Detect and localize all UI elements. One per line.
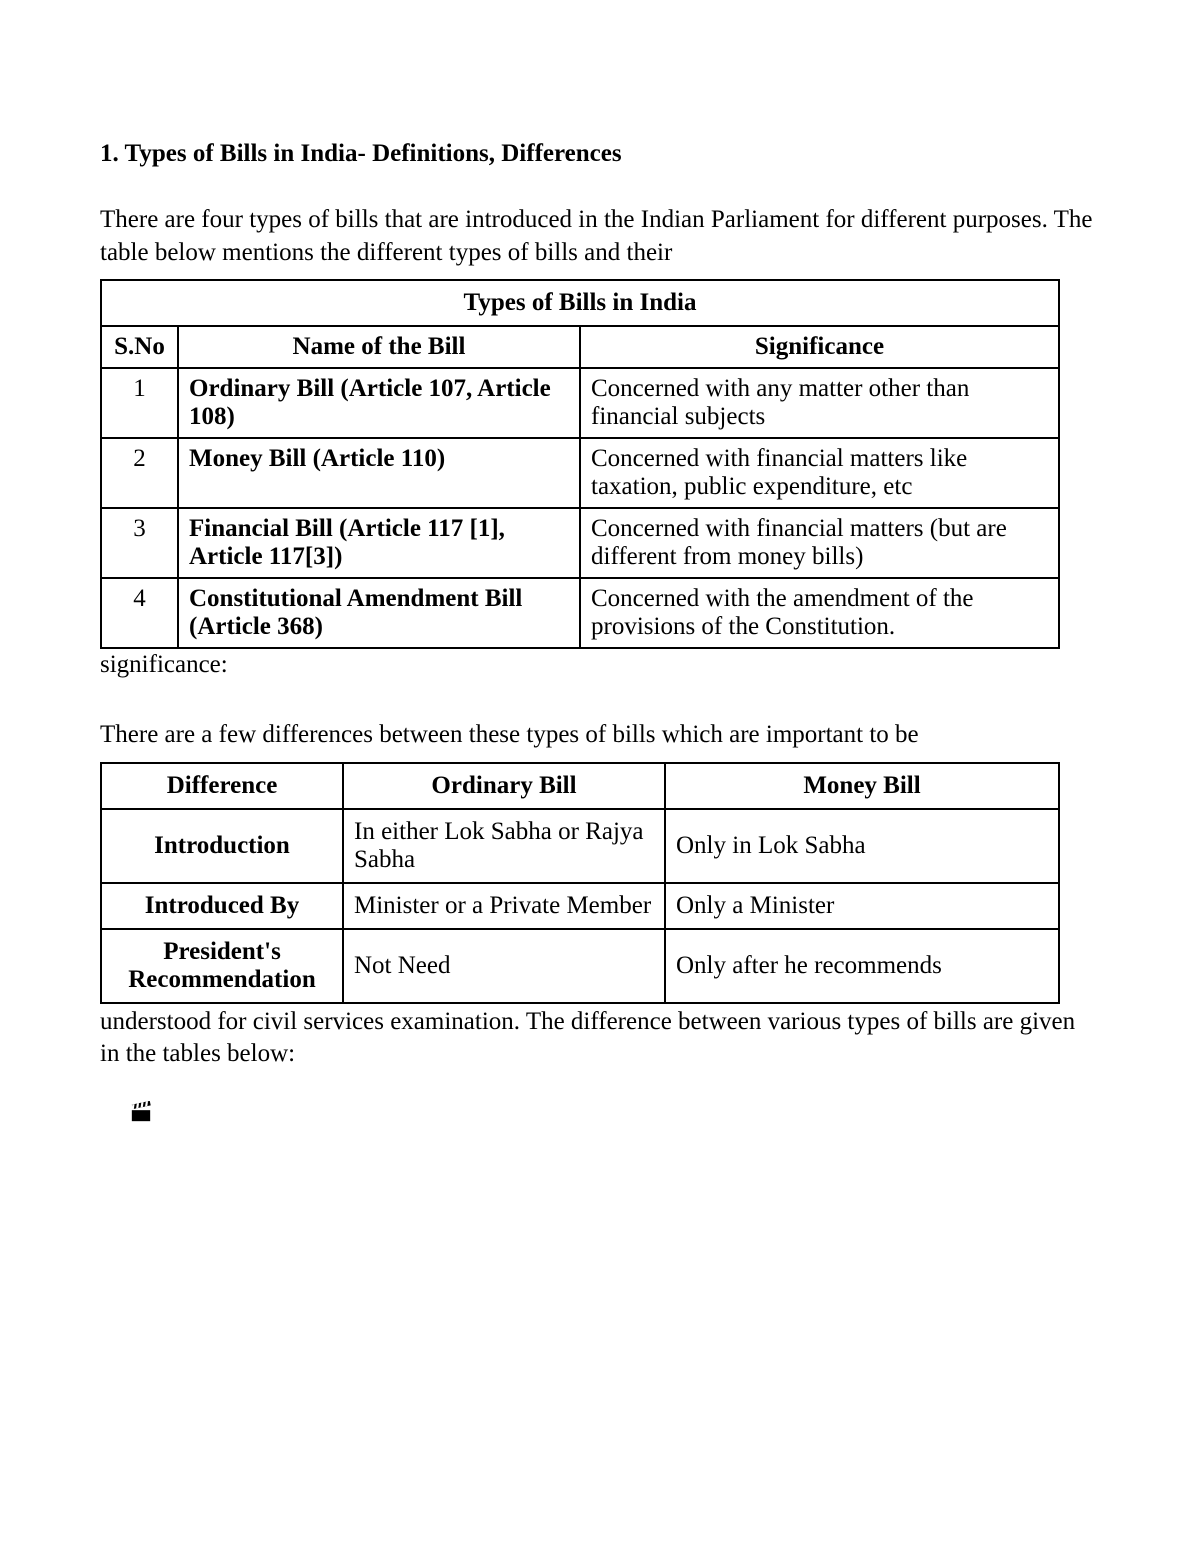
- trailing-paragraph: understood for civil services examinatio…: [100, 1006, 1100, 1071]
- col-header-difference: Difference: [101, 763, 343, 809]
- cell-name: Financial Bill (Article 117 [1], Article…: [178, 508, 580, 578]
- spacer: [100, 679, 1100, 719]
- table-row: Introduction In either Lok Sabha or Rajy…: [101, 809, 1059, 883]
- cell-significance: Concerned with financial matters (but ar…: [580, 508, 1059, 578]
- col-header-sno: S.No: [101, 326, 178, 368]
- cell-sno: 2: [101, 438, 178, 508]
- cell-sno: 4: [101, 578, 178, 648]
- cell-name: Constitutional Amendment Bill (Article 3…: [178, 578, 580, 648]
- cell-difference-label: Introduction: [101, 809, 343, 883]
- table-caption-row: Types of Bills in India: [101, 280, 1059, 326]
- table-row: 2 Money Bill (Article 110) Concerned wit…: [101, 438, 1059, 508]
- cell-significance: Concerned with any matter other than fin…: [580, 368, 1059, 438]
- cell-significance: Concerned with the amendment of the prov…: [580, 578, 1059, 648]
- col-header-ordinary: Ordinary Bill: [343, 763, 665, 809]
- intro-paragraph: There are four types of bills that are i…: [100, 204, 1100, 269]
- trailing-word-significance: significance:: [100, 651, 1100, 679]
- col-header-significance: Significance: [580, 326, 1059, 368]
- table-row: 3 Financial Bill (Article 117 [1], Artic…: [101, 508, 1059, 578]
- document-page: 1. Types of Bills in India- Definitions,…: [0, 0, 1200, 1553]
- col-header-money: Money Bill: [665, 763, 1059, 809]
- cell-significance: Concerned with financial matters like ta…: [580, 438, 1059, 508]
- cell-money: Only in Lok Sabha: [665, 809, 1059, 883]
- bills-types-table: Types of Bills in India S.No Name of the…: [100, 279, 1060, 649]
- clapperboard-icon: [130, 1101, 1100, 1128]
- cell-money: Only after he recommends: [665, 929, 1059, 1003]
- table-header-row: S.No Name of the Bill Significance: [101, 326, 1059, 368]
- cell-name: Money Bill (Article 110): [178, 438, 580, 508]
- section-heading: 1. Types of Bills in India- Definitions,…: [100, 140, 1100, 168]
- table-row: Introduced By Minister or a Private Memb…: [101, 883, 1059, 929]
- bills-difference-table: Difference Ordinary Bill Money Bill Intr…: [100, 762, 1060, 1004]
- cell-ordinary: Not Need: [343, 929, 665, 1003]
- table-row: President's Recommendation Not Need Only…: [101, 929, 1059, 1003]
- table-row: 1 Ordinary Bill (Article 107, Article 10…: [101, 368, 1059, 438]
- cell-difference-label: Introduced By: [101, 883, 343, 929]
- cell-ordinary: Minister or a Private Member: [343, 883, 665, 929]
- table-header-row: Difference Ordinary Bill Money Bill: [101, 763, 1059, 809]
- cell-difference-label: President's Recommendation: [101, 929, 343, 1003]
- col-header-name: Name of the Bill: [178, 326, 580, 368]
- table-caption: Types of Bills in India: [101, 280, 1059, 326]
- table-row: 4 Constitutional Amendment Bill (Article…: [101, 578, 1059, 648]
- cell-name: Ordinary Bill (Article 107, Article 108): [178, 368, 580, 438]
- mid-paragraph: There are a few differences between thes…: [100, 719, 1100, 752]
- cell-sno: 3: [101, 508, 178, 578]
- cell-sno: 1: [101, 368, 178, 438]
- clapperboard-icon-svg: [130, 1101, 152, 1123]
- cell-ordinary: In either Lok Sabha or Rajya Sabha: [343, 809, 665, 883]
- cell-money: Only a Minister: [665, 883, 1059, 929]
